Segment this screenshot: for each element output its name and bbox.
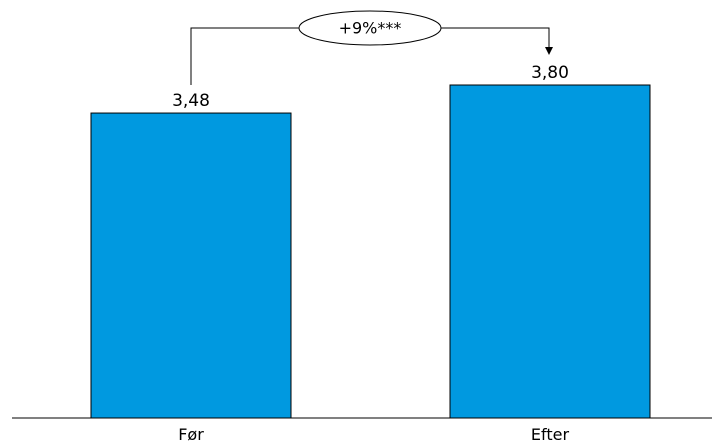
category-label-efter: Efter [531, 425, 570, 444]
change-arrowhead [545, 47, 553, 55]
change-annotation: +9%*** [190, 10, 553, 86]
value-label-før: 3,48 [172, 91, 210, 111]
value-labels-group: 3,48 3,80 [172, 63, 569, 111]
value-label-efter: 3,80 [531, 63, 569, 83]
change-label-ellipse [298, 10, 442, 46]
bar-efter [449, 84, 651, 419]
category-labels-group: Før Efter [178, 425, 569, 444]
change-label: +9%*** [339, 19, 402, 38]
category-label-før: Før [178, 425, 204, 444]
bars-group [90, 84, 651, 419]
bar-før [90, 112, 292, 419]
